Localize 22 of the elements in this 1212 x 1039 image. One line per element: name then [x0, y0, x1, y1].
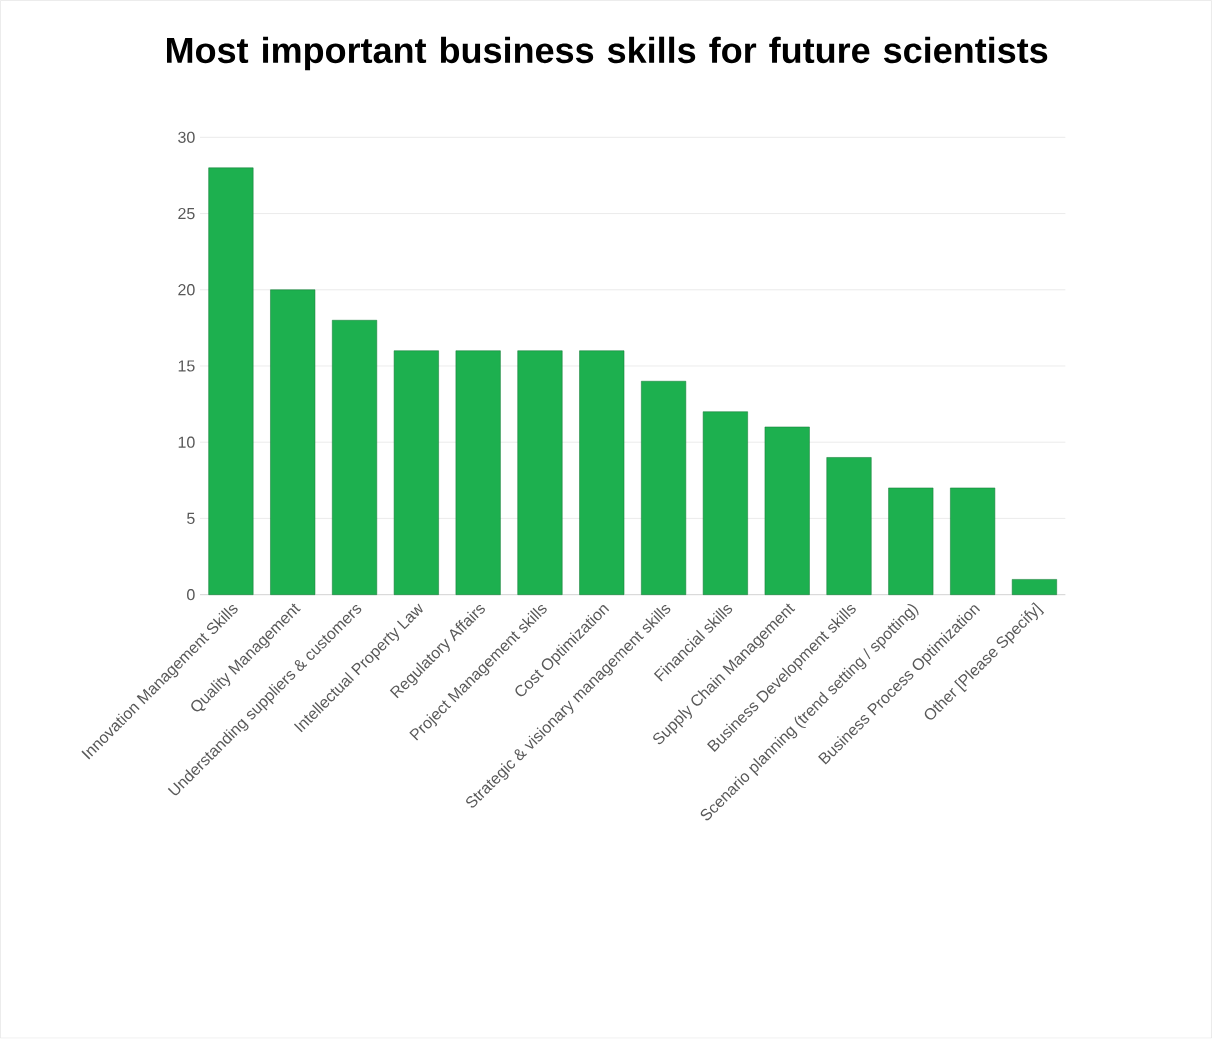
y-tick-label: 10 [178, 436, 195, 449]
bar [950, 487, 996, 596]
bar [208, 167, 254, 596]
chart-title: Most important business skills for future scientists [167, 36, 1048, 71]
bar [393, 350, 439, 596]
bar [1011, 579, 1057, 596]
y-tick-label: 20 [178, 284, 195, 296]
bar [764, 426, 810, 596]
bar [270, 289, 316, 596]
bar [332, 320, 378, 596]
bar [702, 411, 748, 596]
bar [455, 350, 501, 596]
y-tick-label: 0 [187, 589, 195, 601]
y-tick-label: 5 [187, 513, 195, 525]
y-tick-label: 15 [178, 360, 195, 372]
y-tick-label: 30 [178, 131, 195, 144]
bar [826, 457, 872, 596]
bar [579, 350, 625, 596]
bar [888, 487, 934, 596]
bar [517, 350, 563, 596]
bar [641, 381, 687, 596]
y-tick-label: 25 [178, 208, 195, 220]
